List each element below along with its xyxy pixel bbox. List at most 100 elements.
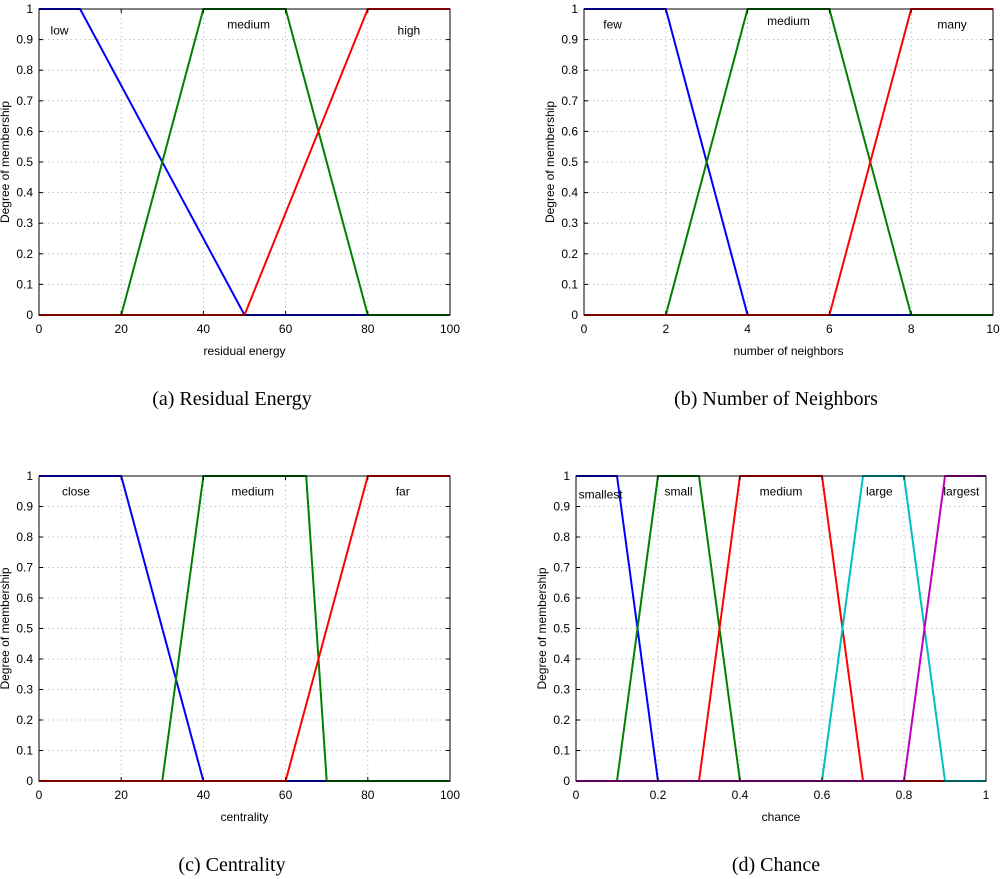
y-tick-label: 1 [571,2,578,16]
series-label-smallest: smallest [579,487,624,501]
series-medium-line [39,475,450,782]
x-tick-label: 0.8 [896,788,913,802]
chart-c: close medium far 0 20 40 60 80 100 0 0.1 0.2 0.3 0.4 0… [0,469,460,876]
x-axis-label: chance [762,810,801,824]
y-tick-label: 0.7 [553,561,570,575]
y-tick-label: 0.9 [561,33,578,47]
series-medium-line [39,8,450,316]
y-tick-label: 0.5 [553,622,570,636]
series-label-few: few [603,17,622,31]
y-tick-label: 0.4 [553,652,570,666]
x-tick-label: 6 [826,322,833,336]
x-tick-label: 60 [279,788,293,802]
x-tick-label: 1 [983,788,990,802]
series-label-low: low [51,23,69,37]
x-tick-label: 0 [573,788,580,802]
y-tick-label: 0.8 [553,530,570,544]
y-tick-label: 0.4 [561,186,578,200]
y-tick-label: 0.3 [16,216,33,230]
y-tick-label: 0.8 [561,63,578,77]
x-tick-label: 0 [36,788,43,802]
y-tick-label: 0.1 [553,744,570,758]
y-tick-label: 0.9 [16,500,33,514]
y-axis-label: Degree of membership [0,101,12,223]
x-tick-label: 100 [440,322,460,336]
y-tick-label: 0.6 [16,591,33,605]
y-tick-label: 0.4 [16,186,33,200]
y-tick-label: 0.2 [16,713,33,727]
y-tick-label: 0.5 [16,622,33,636]
x-tick-label: 8 [908,322,915,336]
x-tick-label: 40 [197,322,211,336]
series-label-large: large [866,484,893,498]
series-far-line [39,475,450,782]
x-tick-label: 80 [361,788,375,802]
series-low-line [39,8,450,316]
series-label-medium: medium [760,484,803,498]
series-label-close: close [62,484,90,498]
x-tick-label: 4 [744,322,751,336]
plot-frame [38,475,451,782]
chart-caption: (d) Chance [732,854,820,876]
y-tick-label: 0.7 [16,94,33,108]
x-axis-label: residual energy [203,344,285,358]
y-tick-label: 0 [571,308,578,322]
y-axis-label: Degree of membership [0,567,12,689]
x-tick-label: 80 [361,322,375,336]
x-tick-label: 20 [115,322,129,336]
y-tick-label: 0.1 [561,277,578,291]
x-tick-label: 0.6 [814,788,831,802]
x-tick-label: 10 [986,322,1000,336]
plot-frame [38,8,451,316]
y-tick-label: 0 [26,308,33,322]
x-axis-label: number of neighbors [733,344,843,358]
y-tick-label: 0.2 [561,247,578,261]
series-label-high: high [398,23,421,37]
series-label-largest: largest [943,484,980,498]
x-tick-label: 0.4 [732,788,749,802]
chart-caption: (b) Number of Neighbors [674,388,878,410]
series-high-line [39,8,450,316]
y-tick-label: 0.4 [16,652,33,666]
series-close-line [39,475,450,782]
x-tick-label: 60 [279,322,293,336]
y-axis-label: Degree of membership [543,101,557,223]
y-tick-label: 0.2 [553,713,570,727]
chart-b: few medium many 0 2 4 6 8 10 0 0.1 0.2 0.3 0.4 0.5 0.6 0… [543,2,1000,410]
y-tick-label: 1 [26,2,33,16]
y-tick-label: 0.3 [553,683,570,697]
series-label-small: small [664,484,692,498]
y-tick-label: 0 [26,774,33,788]
y-tick-label: 0.6 [561,124,578,138]
x-tick-label: 100 [440,788,460,802]
y-tick-label: 0.1 [16,744,33,758]
y-tick-label: 0.5 [561,155,578,169]
y-tick-label: 0.1 [16,277,33,291]
y-axis-label: Degree of membership [535,567,549,689]
x-tick-label: 40 [197,788,211,802]
y-tick-label: 0.9 [553,500,570,514]
series-label-far: far [396,484,410,498]
x-tick-label: 2 [662,322,669,336]
y-tick-label: 0.7 [16,561,33,575]
chart-caption: (a) Residual Energy [152,388,312,410]
y-tick-label: 0.2 [16,247,33,261]
y-tick-label: 0 [563,774,570,788]
y-tick-label: 1 [26,469,33,483]
x-tick-label: 0 [581,322,588,336]
x-tick-label: 0 [36,322,43,336]
series-label-medium: medium [231,484,274,498]
x-tick-label: 20 [115,788,129,802]
y-tick-label: 0.7 [561,94,578,108]
y-tick-label: 0.8 [16,530,33,544]
y-tick-label: 0.3 [561,216,578,230]
y-tick-label: 0.8 [16,63,33,77]
series-label-many: many [937,17,966,31]
y-tick-label: 0.6 [16,124,33,138]
y-tick-label: 0.5 [16,155,33,169]
y-tick-label: 0.3 [16,683,33,697]
x-axis-label: centrality [220,810,268,824]
y-tick-label: 0.6 [553,591,570,605]
x-tick-label: 0.2 [650,788,667,802]
